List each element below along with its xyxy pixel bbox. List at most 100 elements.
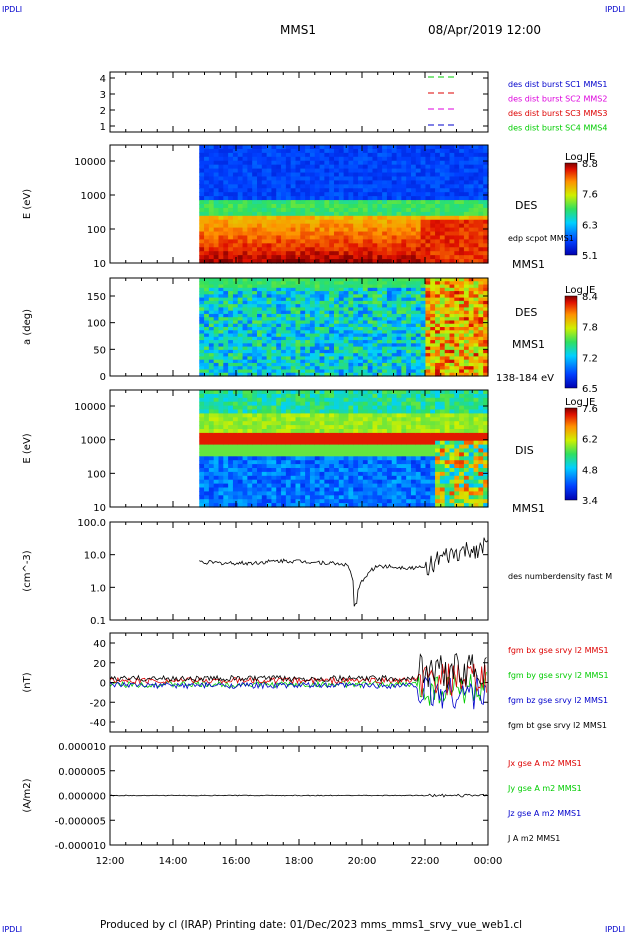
heatmap-cell <box>290 499 297 504</box>
heatmap-cell <box>483 366 489 371</box>
heatmap-cell <box>257 429 263 434</box>
heatmap-cell <box>329 409 335 414</box>
heatmap-cell <box>223 366 229 371</box>
heatmap-cell <box>329 356 335 361</box>
heatmap-cell <box>247 259 253 264</box>
heatmap-cell <box>218 460 224 465</box>
heatmap-cell <box>314 456 321 461</box>
heatmap-cell <box>435 317 441 322</box>
heatmap-cell <box>208 479 215 485</box>
heatmap-cell <box>449 291 455 295</box>
heatmap-cell <box>237 432 244 438</box>
heatmap-cell <box>242 160 248 166</box>
heatmap-cell <box>362 148 369 154</box>
heatmap-cell <box>208 330 215 335</box>
heatmap-cell <box>204 336 210 341</box>
heatmap-cell <box>319 452 325 457</box>
heatmap-cell <box>415 160 422 166</box>
heatmap-cell <box>348 432 354 438</box>
heatmap-cell <box>261 468 268 473</box>
heatmap-cell <box>271 340 277 344</box>
heatmap-cell <box>305 353 311 357</box>
heatmap-cell <box>377 211 383 217</box>
heatmap-cell <box>319 353 325 357</box>
heatmap-cell <box>463 336 470 341</box>
heatmap-cell <box>223 372 229 377</box>
heatmap-cell <box>271 444 277 450</box>
heatmap-cell <box>362 330 369 335</box>
heatmap-cell <box>449 313 455 318</box>
heatmap-cell <box>420 313 427 318</box>
heatmap-cell <box>430 313 436 318</box>
heatmap-cell <box>415 156 422 162</box>
heatmap-cell <box>213 200 220 205</box>
heatmap-cell <box>324 479 330 485</box>
heatmap-cell <box>218 503 224 508</box>
heatmap-cell <box>237 291 244 295</box>
heatmap-cell <box>300 468 306 473</box>
heatmap-cell <box>329 460 335 465</box>
heatmap-cell <box>218 409 224 414</box>
heatmap-cell <box>382 247 388 252</box>
heatmap-cell <box>314 207 321 213</box>
heatmap-cell <box>271 369 277 374</box>
heatmap-cell <box>334 323 340 328</box>
heatmap-cell <box>314 372 321 377</box>
heatmap-cell <box>406 353 412 357</box>
heatmap-cell <box>459 307 465 312</box>
heatmap-cell <box>213 468 220 473</box>
heatmap-cell <box>242 310 248 315</box>
heatmap-cell <box>396 313 402 318</box>
heatmap-cell <box>377 294 383 299</box>
heatmap-cell <box>208 436 215 442</box>
heatmap-cell <box>415 145 422 150</box>
heatmap-cell <box>290 313 297 318</box>
heatmap-cell <box>213 483 220 489</box>
heatmap-cell <box>314 413 321 418</box>
heatmap-cell <box>252 172 258 178</box>
heatmap-cell <box>199 425 205 430</box>
heatmap-cell <box>406 172 412 178</box>
heatmap-cell <box>252 440 258 446</box>
heatmap-cell <box>319 192 325 197</box>
heatmap-cell <box>266 278 273 282</box>
heatmap-cell <box>271 456 277 461</box>
heatmap-cell <box>430 168 436 174</box>
heatmap-cell <box>257 483 263 489</box>
heatmap-cell <box>247 200 253 205</box>
heatmap-cell <box>449 366 455 371</box>
heatmap-cell <box>314 304 321 308</box>
heatmap-cell <box>305 176 311 181</box>
heatmap-cell <box>439 304 446 308</box>
heatmap-cell <box>463 310 470 315</box>
heatmap-cell <box>314 323 321 328</box>
heatmap-cell <box>232 448 239 453</box>
heatmap-cell <box>285 287 292 292</box>
heatmap-cell <box>309 297 316 302</box>
heatmap-cell <box>266 219 273 225</box>
heatmap-cell <box>459 372 465 377</box>
heatmap-cell <box>266 200 273 205</box>
heatmap-cell <box>252 413 258 418</box>
heatmap-cell <box>247 247 253 252</box>
heatmap-cell <box>242 330 248 335</box>
heatmap-cell <box>232 180 239 185</box>
heatmap-cell <box>218 429 224 434</box>
heatmap-cell <box>329 429 335 434</box>
heatmap-cell <box>468 247 475 252</box>
heatmap-cell <box>468 336 475 341</box>
heatmap-cell <box>459 284 465 289</box>
heatmap-cell <box>367 310 374 315</box>
heatmap-cell <box>362 503 369 508</box>
colorbar-tick-label: 7.2 <box>582 353 598 364</box>
heatmap-cell <box>473 310 479 315</box>
heatmap-cell <box>348 247 354 252</box>
heatmap-cell <box>266 204 273 209</box>
heatmap-cell <box>372 401 378 407</box>
heatmap-cell <box>261 432 268 438</box>
heatmap-cell <box>367 460 374 465</box>
heatmap-cell <box>338 397 345 403</box>
heatmap-cell <box>420 366 427 371</box>
heatmap-cell <box>348 346 354 351</box>
heatmap-cell <box>305 207 311 213</box>
